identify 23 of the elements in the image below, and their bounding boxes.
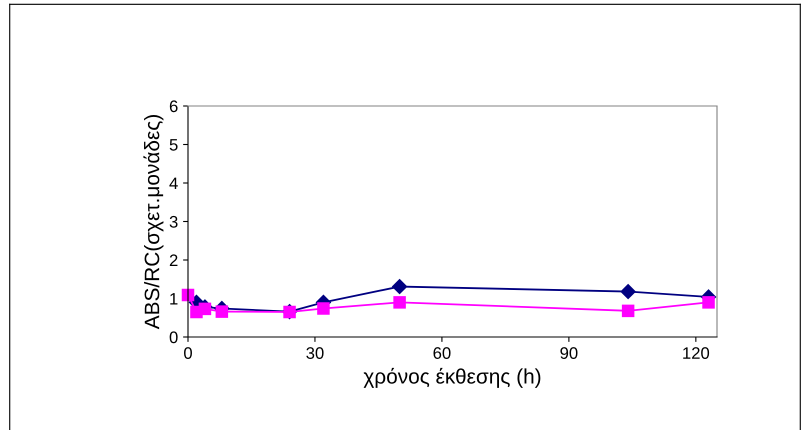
y-tick-label: 4 <box>169 178 178 190</box>
point <box>317 302 330 315</box>
x-tick-label: 90 <box>560 347 578 359</box>
x-tick-label: 0 <box>184 347 192 359</box>
point <box>620 284 636 300</box>
x-tick-label: 30 <box>306 347 324 359</box>
point <box>198 302 212 316</box>
x-tick-label: 120 <box>683 347 710 359</box>
point <box>392 278 408 294</box>
y-tick-label: 2 <box>170 254 178 266</box>
point <box>182 288 194 302</box>
y-tick-label: 6 <box>170 100 178 112</box>
point <box>393 296 406 309</box>
point <box>622 304 634 318</box>
y-tick-label: 5 <box>170 139 178 151</box>
x-tick-label: 60 <box>434 347 451 359</box>
y-tick-label: 1 <box>170 293 178 305</box>
point <box>702 296 715 309</box>
x-axis-title: χρόνος έκθεσης (h) <box>364 368 540 388</box>
y-tick-label: 0 <box>170 331 178 344</box>
y-tick-label: 3 <box>170 216 178 228</box>
y-axis-title: ABS/RC(σχετ.μονάδες) <box>143 115 164 330</box>
point <box>216 305 228 318</box>
